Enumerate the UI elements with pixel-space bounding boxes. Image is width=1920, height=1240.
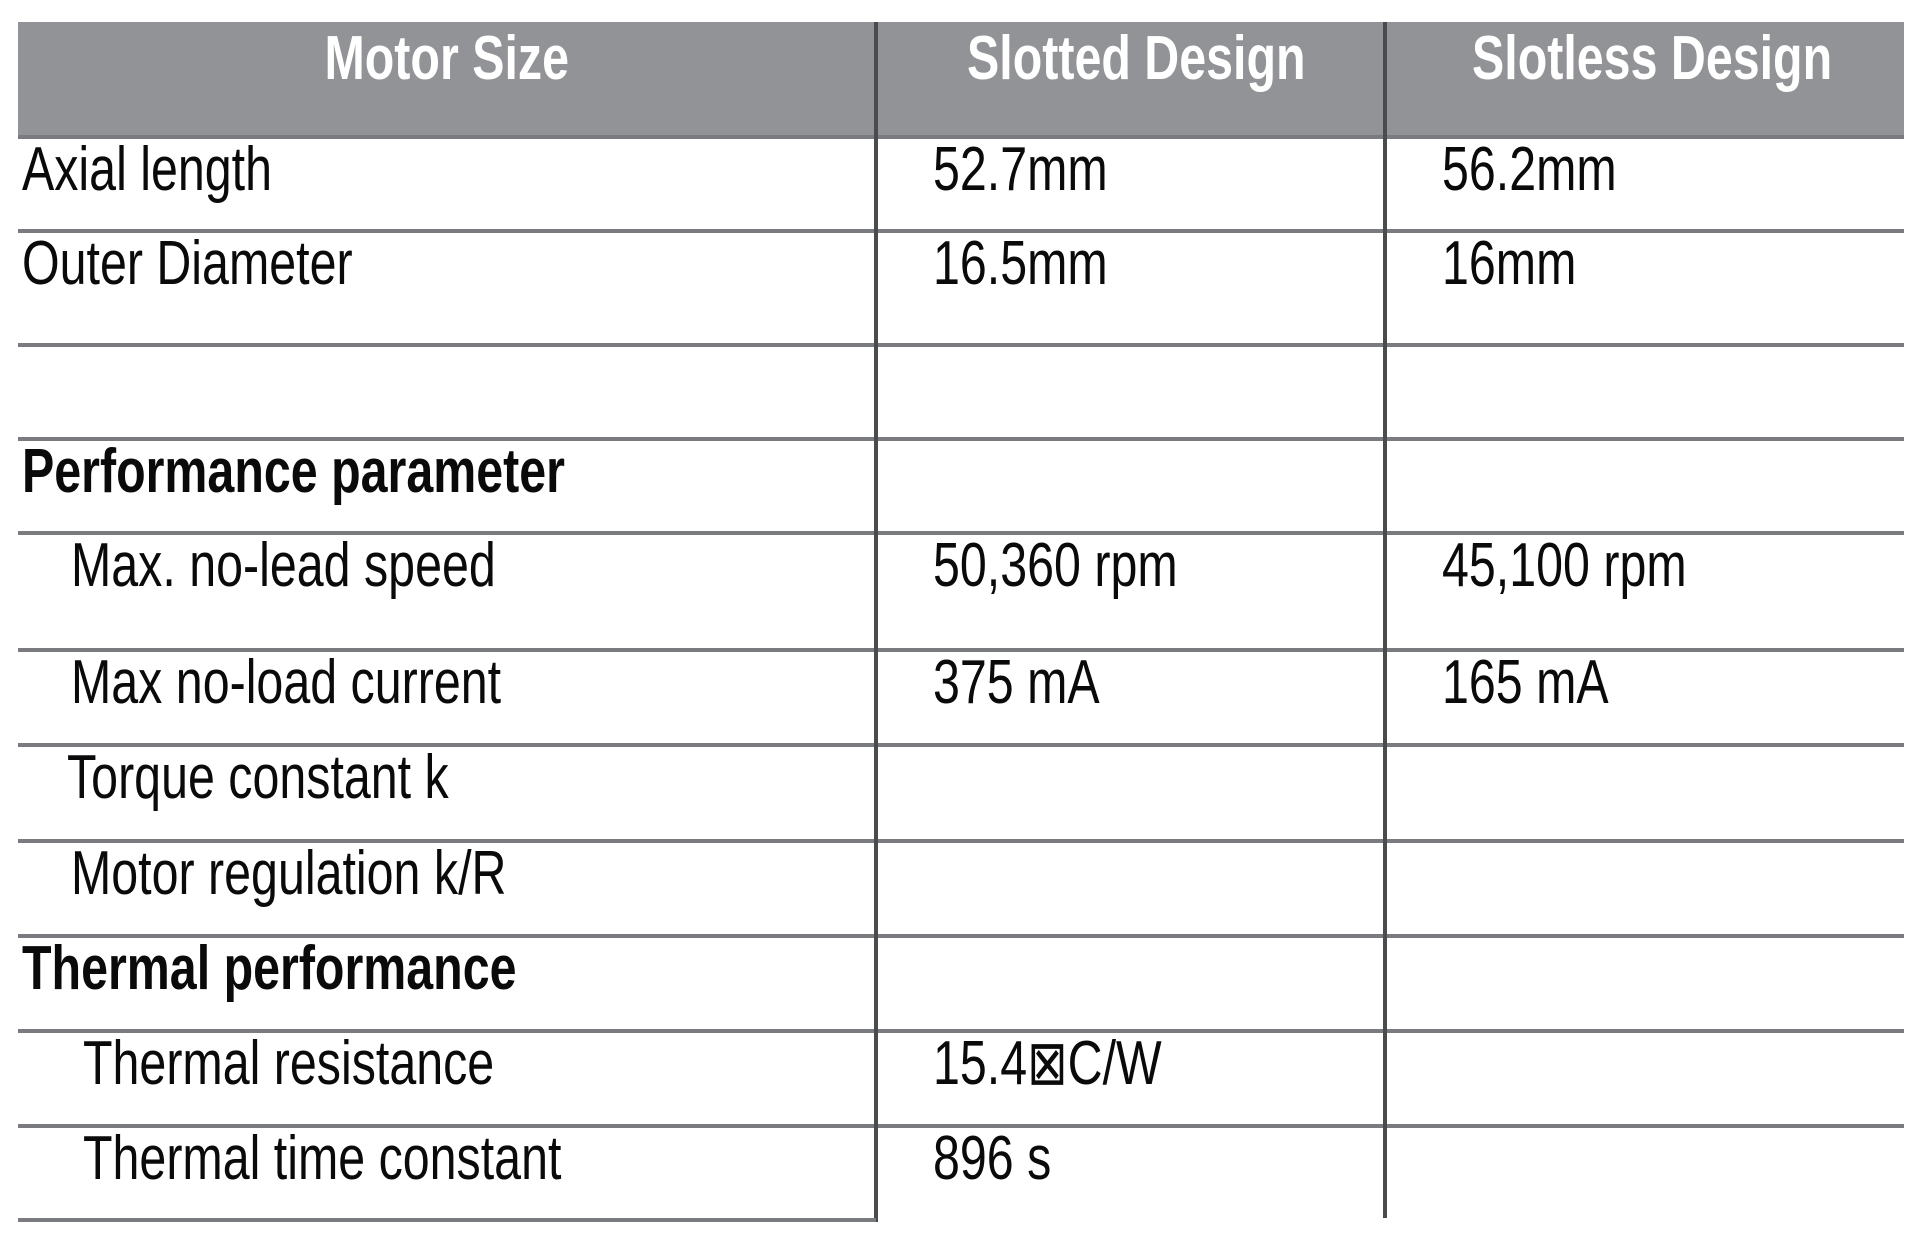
row-label: Motor regulation k/R bbox=[71, 839, 629, 909]
table-row: Performance parameter bbox=[18, 437, 1904, 531]
row-label: Thermal resistance bbox=[83, 1029, 610, 1099]
slotless-value: 45,100 rpm bbox=[1442, 531, 1756, 601]
row-label-text: Thermal performance bbox=[22, 934, 517, 1003]
row-label-text: Outer Diameter bbox=[22, 229, 353, 298]
slotted-value-text: 375 mA bbox=[933, 648, 1100, 717]
slotted-value: 375 mA bbox=[933, 648, 1147, 718]
table-row: Max no-load current 375 mA 165 mA bbox=[18, 648, 1904, 743]
header-motor-size: Motor Size bbox=[18, 22, 876, 135]
slotless-value: 16mm bbox=[1442, 229, 1614, 299]
header-slotted-design: Slotted Design bbox=[967, 22, 1401, 135]
slotless-value-text: 16mm bbox=[1442, 229, 1577, 298]
header-text: Slotted Design bbox=[967, 24, 1306, 93]
table-bottom-rule bbox=[18, 1218, 876, 1222]
slotless-value: 165 mA bbox=[1442, 648, 1656, 718]
table-row: Axial length 52.7mm 56.2mm bbox=[18, 135, 1904, 229]
row-label-text: Thermal time constant bbox=[83, 1124, 562, 1193]
row-label-text: Axial length bbox=[22, 135, 273, 204]
slotless-value-text: 45,100 rpm bbox=[1442, 531, 1687, 600]
table-row: Torque constant k bbox=[18, 743, 1904, 839]
table-row: Thermal resistance 15.4⊠C/W bbox=[18, 1029, 1904, 1124]
row-label-text: Max. no-lead speed bbox=[71, 531, 496, 600]
row-label: Max. no-lead speed bbox=[71, 531, 616, 601]
slotted-value: 52.7mm bbox=[933, 135, 1157, 205]
row-label-text: Max no-load current bbox=[71, 648, 502, 717]
slotless-value: 56.2mm bbox=[1442, 135, 1666, 205]
row-label-text: Thermal resistance bbox=[83, 1029, 495, 1098]
row-label-text: Performance parameter bbox=[22, 437, 565, 506]
header-text: Motor Size bbox=[324, 24, 570, 93]
table-row: Max. no-lead speed 50,360 rpm 45,100 rpm bbox=[18, 531, 1904, 648]
row-label-text: Motor regulation k/R bbox=[71, 839, 507, 908]
table-row: Outer Diameter 16.5mm 16mm bbox=[18, 229, 1904, 343]
slotted-value-text: 52.7mm bbox=[933, 135, 1108, 204]
slotless-value-text: 165 mA bbox=[1442, 648, 1609, 717]
row-label: Thermal performance bbox=[22, 934, 656, 1004]
column-divider bbox=[1383, 22, 1387, 1218]
table-row: Thermal performance bbox=[18, 934, 1904, 1029]
header-text: Slotless Design bbox=[1472, 24, 1833, 93]
row-label-text: Torque constant k bbox=[67, 743, 449, 812]
column-divider bbox=[874, 22, 878, 1222]
slotted-value-text: 896 s bbox=[933, 1124, 1052, 1193]
slotted-value-text: 50,360 rpm bbox=[933, 531, 1178, 600]
row-label: Performance parameter bbox=[22, 437, 718, 507]
row-label: Max no-load current bbox=[71, 648, 622, 718]
slotted-value: 15.4⊠C/W bbox=[933, 1029, 1226, 1099]
slotted-value: 16.5mm bbox=[933, 229, 1157, 299]
slotted-value: 50,360 rpm bbox=[933, 531, 1247, 601]
table-row bbox=[18, 343, 1904, 437]
motor-comparison-table: Motor Size Slotted Design Slotless Desig… bbox=[18, 22, 1904, 1222]
row-label: Axial length bbox=[22, 135, 343, 205]
table-header: Motor Size Slotted Design Slotless Desig… bbox=[18, 22, 1904, 135]
header-slotless-design: Slotless Design bbox=[1472, 22, 1920, 135]
table-row: Motor regulation k/R bbox=[18, 839, 1904, 934]
row-label: Outer Diameter bbox=[22, 229, 446, 299]
row-label: Torque constant k bbox=[67, 743, 556, 813]
slotted-value: 896 s bbox=[933, 1124, 1085, 1194]
row-label: Thermal time constant bbox=[83, 1124, 696, 1194]
slotless-value-text: 56.2mm bbox=[1442, 135, 1617, 204]
slotted-value-text: 15.4⊠C/W bbox=[933, 1029, 1162, 1098]
table-row: Thermal time constant 896 s bbox=[18, 1124, 1904, 1220]
slotted-value-text: 16.5mm bbox=[933, 229, 1108, 298]
